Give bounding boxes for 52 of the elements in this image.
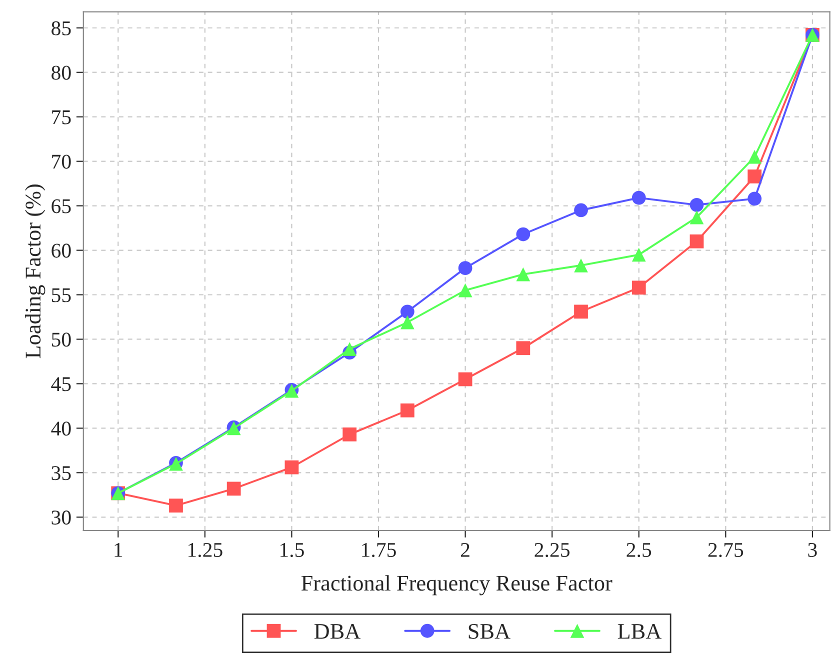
point: [632, 248, 646, 262]
legend-label: DBA: [314, 624, 361, 639]
point: [690, 198, 704, 212]
point: [632, 190, 646, 205]
y-tick-label: 75: [52, 110, 71, 124]
y-tick-label: 60: [52, 244, 71, 258]
point: [632, 280, 646, 295]
point: [574, 304, 588, 319]
y-tick-label: 85: [52, 21, 71, 36]
point: [400, 403, 414, 418]
point: [574, 258, 588, 272]
point: [690, 234, 704, 248]
point: [458, 283, 472, 298]
point: [574, 203, 588, 218]
y-axis-title: Loading Factor (%): [24, 184, 46, 358]
y-tick-label: 50: [52, 332, 71, 347]
point: [690, 210, 704, 224]
y-tick-label: 45: [51, 377, 71, 392]
x-tick-label: 1.75: [362, 543, 396, 558]
point: [516, 227, 530, 242]
point: [748, 192, 762, 206]
point: [748, 150, 762, 164]
point: [400, 304, 414, 319]
x-tick-label: 1.25: [188, 542, 222, 558]
y-tick-label: 65: [52, 199, 71, 214]
x-tick-label: 2.25: [534, 542, 570, 558]
point: [516, 267, 530, 282]
point: [516, 341, 530, 356]
x-tick-label: 1: [114, 543, 122, 557]
y-tick-label: 80: [52, 66, 71, 80]
point: [748, 169, 762, 184]
x-tick-label: 2.5: [626, 542, 652, 558]
point: [284, 460, 299, 474]
y-tick-label: 70: [52, 154, 71, 169]
y-tick-label: 35: [52, 466, 71, 480]
x-tick-label: 2: [461, 542, 470, 557]
y-tick-label: 55: [52, 288, 71, 302]
x-axis-title: Fractional Frequency Reuse Factor: [301, 575, 612, 596]
x-tick-label: 1.5: [280, 543, 304, 558]
point: [458, 372, 472, 386]
point: [400, 315, 414, 330]
point: [226, 482, 241, 496]
x-tick-label: 3: [808, 542, 817, 557]
legend-label: LBA: [618, 624, 662, 639]
point: [342, 342, 357, 356]
y-tick-label: 40: [51, 422, 71, 436]
point: [458, 261, 472, 276]
legend-label: SBA: [468, 624, 510, 639]
point: [342, 427, 357, 442]
x-tick-label: 2.75: [708, 542, 744, 558]
y-tick-label: 30: [52, 510, 71, 525]
point: [169, 498, 183, 513]
